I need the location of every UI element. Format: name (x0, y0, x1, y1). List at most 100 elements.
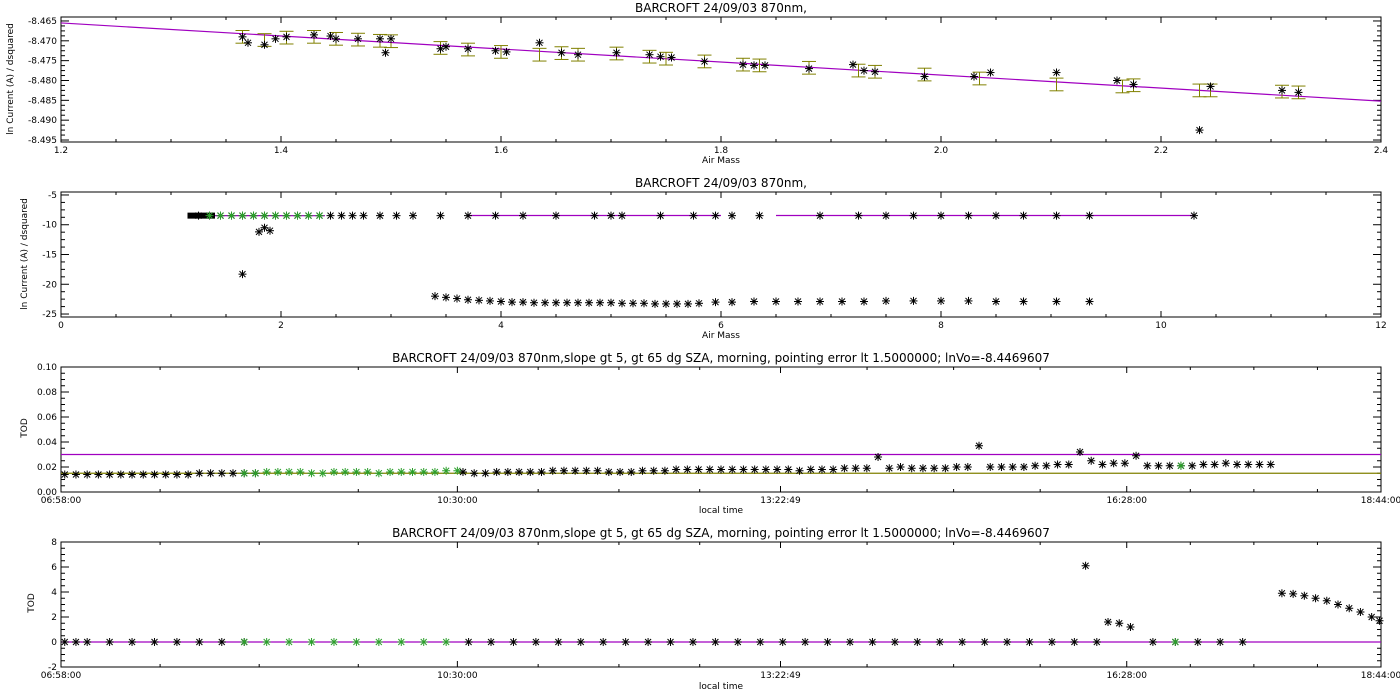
data-point (806, 465, 815, 474)
panel-title: BARCROFT 24/09/03 870nm, (635, 176, 807, 190)
data-point (282, 32, 291, 41)
data-point (195, 638, 204, 646)
data-point (700, 57, 709, 66)
data-point (376, 34, 384, 43)
data-point (552, 298, 560, 307)
outlier-point (266, 226, 274, 235)
selected-point (307, 469, 316, 478)
data-point (621, 638, 630, 646)
data-point (1042, 461, 1051, 470)
selected-point (315, 211, 324, 220)
data-point (761, 61, 769, 70)
data-point (890, 638, 899, 646)
data-point (805, 64, 813, 73)
selected-point (453, 466, 462, 475)
data-point (172, 470, 181, 479)
data-point (1085, 297, 1094, 306)
x-tick-label: 10:30:00 (437, 496, 478, 506)
selected-point (374, 638, 383, 646)
data-point (662, 299, 670, 308)
data-point (1311, 594, 1320, 603)
data-point (958, 638, 967, 646)
data-point (229, 469, 238, 478)
data-point (83, 470, 92, 479)
data-point (1148, 638, 1157, 646)
x-tick-label: 2.2 (1154, 146, 1168, 156)
data-point (491, 211, 500, 220)
data-point (728, 298, 736, 307)
x-tick-label: 12 (1375, 321, 1386, 331)
selected-point (216, 211, 225, 220)
data-point (750, 297, 758, 306)
data-point (849, 60, 857, 69)
data-point (128, 638, 137, 646)
data-point (913, 638, 922, 646)
data-point (1052, 297, 1061, 306)
x-tick-label: 10:30:00 (437, 671, 478, 681)
data-point (574, 50, 582, 59)
data-point (1154, 461, 1163, 470)
data-point (711, 211, 720, 220)
data-point (909, 211, 918, 220)
data-point (509, 638, 518, 646)
data-point (941, 464, 950, 473)
y-tick-label: -8.475 (28, 57, 57, 67)
x-tick-label: 2 (278, 321, 284, 331)
data-point (728, 211, 736, 220)
data-point (909, 296, 918, 305)
data-point (541, 298, 549, 307)
data-point (217, 469, 226, 478)
data-point (436, 211, 445, 220)
selected-point (293, 211, 302, 220)
data-point (1238, 638, 1247, 646)
data-point (571, 466, 580, 475)
y-axis-label: TOD (20, 418, 30, 439)
selected-point (282, 211, 291, 220)
data-point (576, 638, 585, 646)
data-point (1255, 460, 1264, 469)
data-point (487, 638, 496, 646)
data-point (470, 469, 479, 478)
data-point (937, 296, 945, 305)
x-tick-label: 4 (498, 321, 504, 331)
panel-title: BARCROFT 24/09/03 870nm, (635, 1, 807, 15)
fit-line (60, 22, 1382, 102)
data-point (829, 465, 838, 474)
data-point (442, 293, 450, 302)
data-point (907, 464, 916, 473)
data-point (997, 463, 1006, 471)
data-point (616, 468, 625, 476)
selected-point (262, 638, 271, 646)
y-tick-label: -8.495 (28, 136, 57, 146)
y-tick-label: 2 (51, 613, 57, 623)
y-tick-label: 4 (51, 588, 57, 598)
data-point (874, 453, 883, 461)
selected-point (296, 468, 305, 476)
data-point (937, 211, 945, 220)
data-point (1195, 126, 1204, 135)
data-point (1277, 589, 1286, 598)
outlier-point (260, 223, 269, 232)
x-axis-label: local time (699, 506, 744, 516)
data-point (695, 299, 703, 308)
data-point (930, 464, 939, 473)
data-point (94, 470, 103, 479)
data-point (1019, 211, 1028, 220)
data-point (1294, 88, 1303, 97)
data-point (1143, 461, 1152, 470)
x-tick-label: 6 (718, 321, 724, 331)
panel-tod-time: BARCROFT 24/09/03 870nm,slope gt 5, gt 6… (20, 351, 1400, 516)
data-point (1233, 460, 1242, 469)
data-point (823, 638, 832, 646)
selected-point (329, 638, 338, 646)
data-point (963, 463, 972, 471)
data-point (1053, 460, 1062, 469)
selected-point (240, 638, 249, 646)
data-point (1052, 211, 1061, 220)
data-point (860, 66, 868, 75)
data-point (1019, 463, 1028, 471)
data-point (688, 638, 697, 646)
selected-point (408, 468, 417, 476)
data-point (784, 465, 793, 474)
data-point (1216, 638, 1225, 646)
